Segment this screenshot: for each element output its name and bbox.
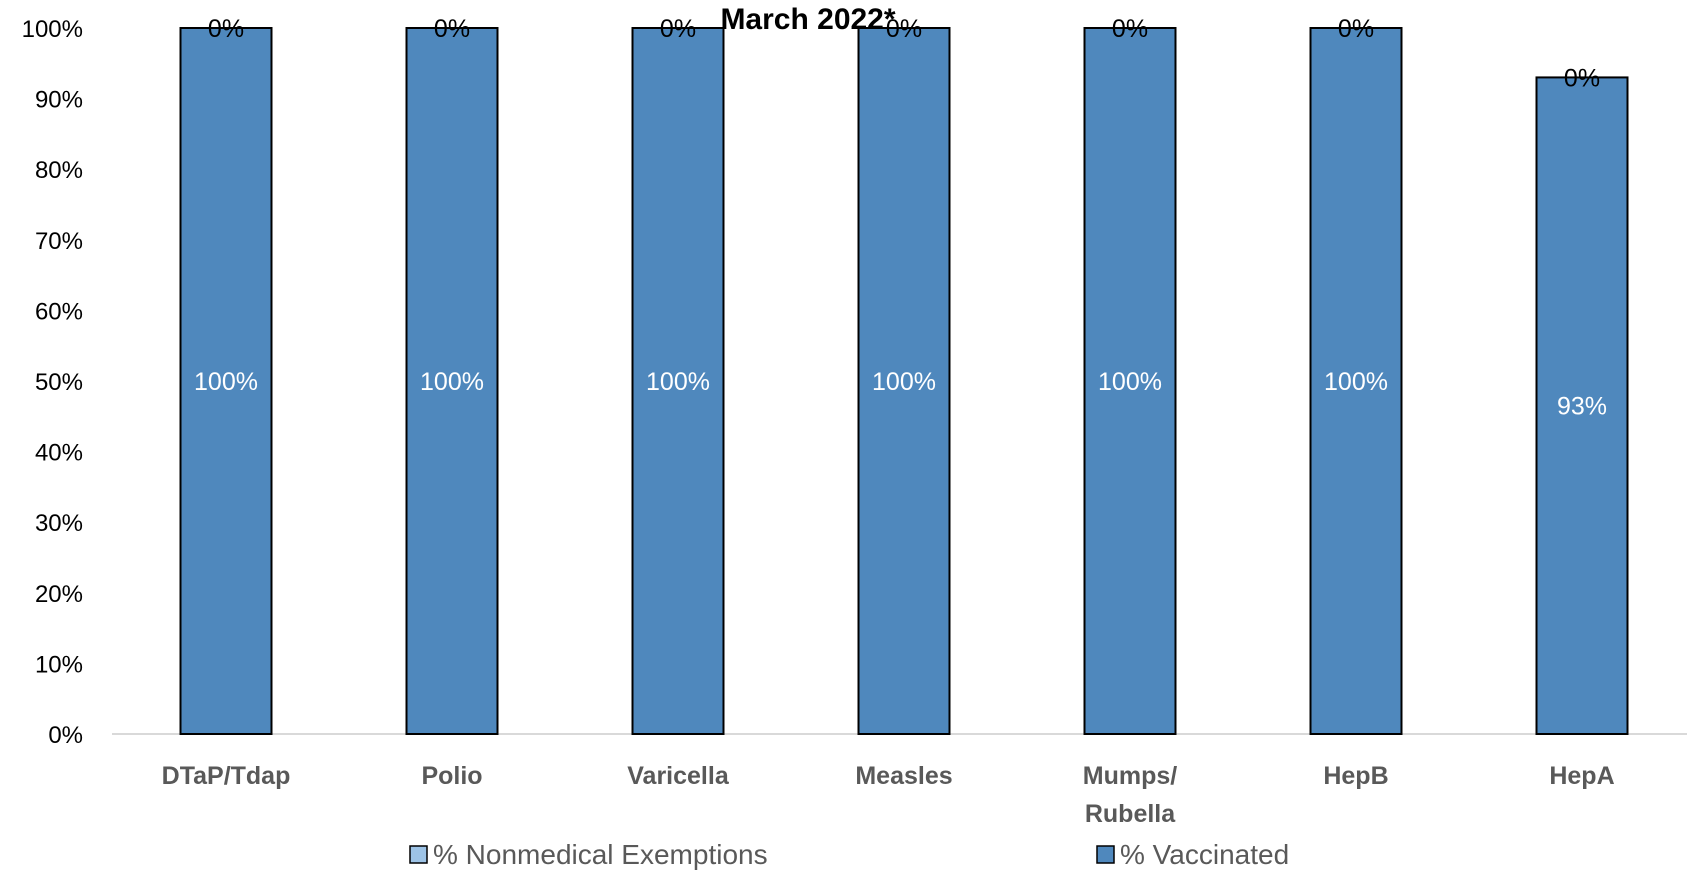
x-category-label: Varicella [627, 762, 730, 790]
y-tick-label: 90% [35, 87, 83, 114]
x-axis-category-labels: DTaP/Tdap Polio Varicella Measles Mumps/Rube… [162, 762, 1615, 828]
x-category-label: Mumps/Rubella [1083, 762, 1178, 828]
legend-swatch-vaccinated [1096, 845, 1115, 864]
y-tick-label: 60% [35, 298, 83, 325]
bar-vaccinated [857, 27, 951, 735]
data-label-vaccinated: 100% [646, 368, 710, 396]
x-category-label: DTaP/Tdap [162, 762, 291, 790]
bar-vaccinated [405, 27, 499, 735]
data-label-exemptions: 0% [1112, 15, 1148, 43]
bar-vaccinated [179, 27, 273, 735]
data-label-exemptions: 0% [434, 15, 470, 43]
x-category-label: HepA [1549, 762, 1614, 790]
data-label-vaccinated: 100% [872, 368, 936, 396]
bar-vaccinated [1083, 27, 1177, 735]
legend-swatch-exemptions [409, 845, 428, 864]
bar-vaccinated [1535, 76, 1629, 736]
data-label-vaccinated: 93% [1557, 393, 1607, 421]
bars: 100% 0% 100% 0% 100% 0% 100% 0% 100% 0% 100% 0% 93% 0… [179, 15, 1629, 736]
data-label-exemptions: 0% [208, 15, 244, 43]
data-label-vaccinated: 100% [1098, 368, 1162, 396]
bar-vaccinated [1309, 27, 1403, 735]
data-label-exemptions: 0% [1338, 15, 1374, 43]
data-label-vaccinated: 100% [1324, 368, 1388, 396]
x-category-label: HepB [1323, 762, 1388, 790]
y-tick-label: 70% [35, 228, 83, 255]
y-tick-label: 40% [35, 440, 83, 467]
y-tick-label: 20% [35, 581, 83, 608]
data-label-vaccinated: 100% [194, 368, 258, 396]
legend-label-exemptions: % Nonmedical Exemptions [433, 839, 768, 870]
x-category-label: Polio [421, 762, 482, 790]
y-tick-label: 30% [35, 510, 83, 537]
chart-title: March 2022* [720, 3, 895, 36]
legend: % Nonmedical Exemptions % Vaccinated [409, 839, 1289, 870]
y-tick-label: 0% [48, 722, 83, 749]
data-label-exemptions: 0% [1564, 64, 1600, 92]
y-axis-ticks: 0% 10% 20% 30% 40% 50% 60% 70% 80% 90% 100% [22, 16, 83, 749]
legend-label-vaccinated: % Vaccinated [1120, 839, 1289, 870]
y-tick-label: 100% [22, 16, 83, 43]
data-label-exemptions: 0% [660, 15, 696, 43]
y-tick-label: 10% [35, 651, 83, 678]
y-tick-label: 50% [35, 369, 83, 396]
x-category-label: Measles [855, 762, 952, 790]
y-tick-label: 80% [35, 157, 83, 184]
bar-vaccinated [631, 27, 725, 735]
data-label-vaccinated: 100% [420, 368, 484, 396]
data-label-exemptions: 0% [886, 15, 922, 43]
